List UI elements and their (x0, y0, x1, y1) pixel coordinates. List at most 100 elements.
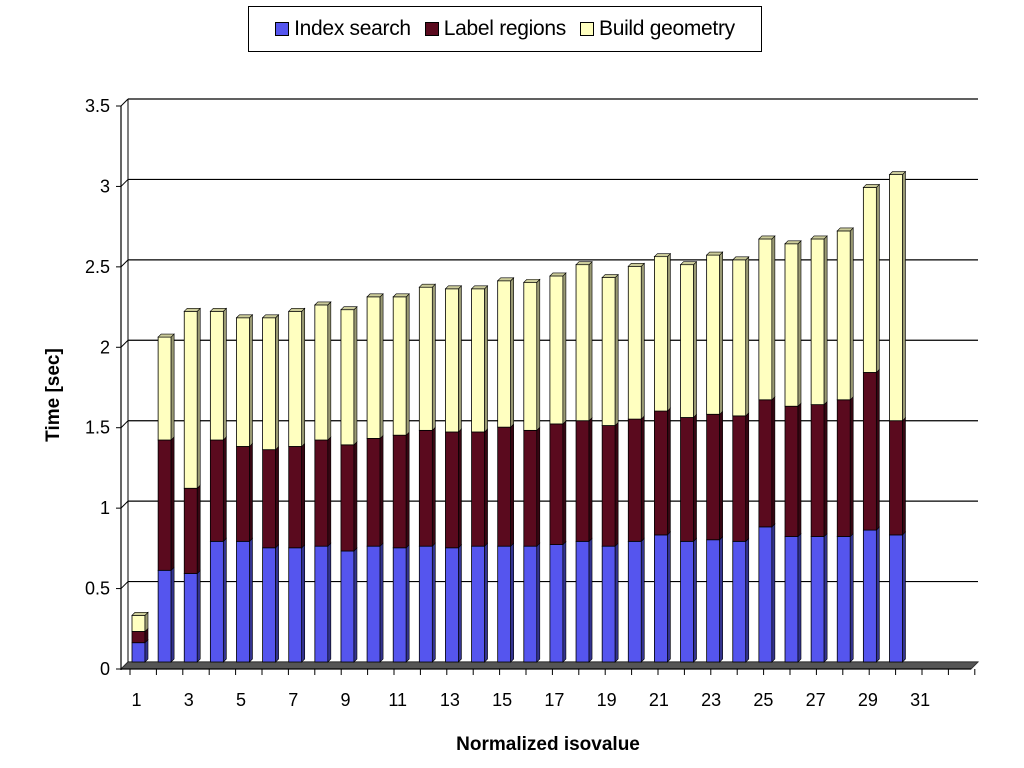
bar-side (275, 314, 279, 451)
bar-segment (654, 407, 671, 536)
bar-front (889, 174, 903, 422)
bar-front (418, 286, 433, 431)
bar-segment (862, 183, 881, 374)
bar-segment (262, 445, 279, 549)
bar-side (823, 532, 828, 663)
bar-side (640, 262, 645, 420)
bar-front (131, 614, 146, 632)
bar-side (223, 537, 227, 663)
legend-swatch (275, 22, 290, 36)
bar-segment (627, 415, 645, 543)
bar-front (680, 540, 694, 663)
bar-front (314, 545, 329, 663)
bar-side (902, 416, 906, 536)
bar-side (275, 445, 279, 549)
bar-segment (340, 305, 358, 446)
bar-front (418, 545, 433, 663)
bar-side (667, 252, 671, 412)
x-tick-label: 17 (544, 690, 564, 710)
x-tick-labels: 1 3 5 7 9 11 13 15 17 19 21 23 25 27 29 31 (131, 690, 930, 710)
gridline-depth (120, 179, 129, 187)
bar-side (301, 442, 306, 549)
bar-segment (418, 426, 436, 547)
bar-side (510, 423, 514, 547)
bar-segment (758, 523, 776, 663)
bar-segment (236, 537, 253, 663)
bar-side (327, 542, 332, 663)
bar-front (471, 431, 485, 547)
legend-item: Label regions (424, 17, 566, 41)
bar-front (810, 404, 825, 537)
bar-side (693, 413, 697, 543)
bar-front (471, 288, 485, 433)
bar-front (131, 631, 146, 644)
bar-side (405, 544, 410, 663)
bar-segment (366, 293, 384, 440)
bar-segment (366, 542, 384, 663)
bar-front (262, 449, 277, 549)
bar-segment (314, 436, 332, 547)
y-tick-label: 2 (100, 337, 110, 357)
bar-side (823, 235, 828, 406)
bar-front (445, 431, 459, 549)
bar-front (262, 317, 277, 451)
bar-segment (679, 260, 698, 419)
bar-side (588, 260, 593, 422)
legend-label: Build geometry (598, 17, 735, 40)
bar-segment (523, 426, 541, 547)
bar-side (484, 428, 488, 547)
bar-front (340, 444, 355, 552)
bar-front (183, 573, 198, 663)
bar-segment (784, 402, 802, 538)
bar-segment (549, 420, 567, 546)
bar-front (732, 540, 747, 663)
bar-segment (601, 273, 619, 427)
bar-segment (261, 314, 280, 451)
bar-front (627, 418, 642, 542)
bar-front (366, 438, 381, 547)
bar-segment (784, 240, 802, 407)
bar-side (876, 368, 880, 531)
bar-front (810, 536, 825, 663)
x-tick-label: 9 (340, 690, 350, 710)
bar-segment (732, 537, 750, 663)
bar-side (353, 305, 358, 446)
bar-side (536, 426, 541, 547)
bar-segment (131, 611, 149, 633)
bar-side (640, 415, 645, 543)
gridline-depth (120, 420, 129, 429)
bar-front (288, 547, 303, 663)
bar-segment (523, 278, 541, 432)
bar-segment (157, 333, 175, 441)
gridline-depth (120, 581, 129, 589)
bar-top (444, 285, 463, 290)
bar-segment (314, 301, 332, 441)
bar-side (432, 426, 436, 547)
bar-side (849, 532, 854, 663)
chart-floor (119, 661, 980, 670)
bar-segment (340, 547, 358, 663)
bar-side (327, 301, 332, 441)
bar-front (288, 446, 303, 549)
bar-front (183, 487, 198, 574)
bar-side (719, 410, 723, 541)
bar-side (849, 396, 854, 538)
bar-side (405, 431, 410, 549)
bars (131, 170, 907, 663)
y-tick-label: 2.5 (85, 257, 110, 277)
bar-segment (889, 531, 906, 663)
x-tick-label: 27 (806, 690, 826, 710)
chart-floor-plane (119, 661, 980, 670)
bar-front (862, 372, 877, 531)
bar-side (275, 544, 279, 663)
y-tick-label: 3 (100, 176, 110, 196)
gridline-depth (120, 339, 129, 348)
bar-segment (627, 262, 646, 420)
bar-side (458, 285, 462, 433)
bar-side (170, 436, 175, 572)
x-tick-label: 3 (184, 690, 194, 710)
bar-side (196, 569, 201, 663)
bar-side (667, 531, 671, 663)
bar-front (654, 534, 668, 663)
bar-front (392, 547, 407, 663)
